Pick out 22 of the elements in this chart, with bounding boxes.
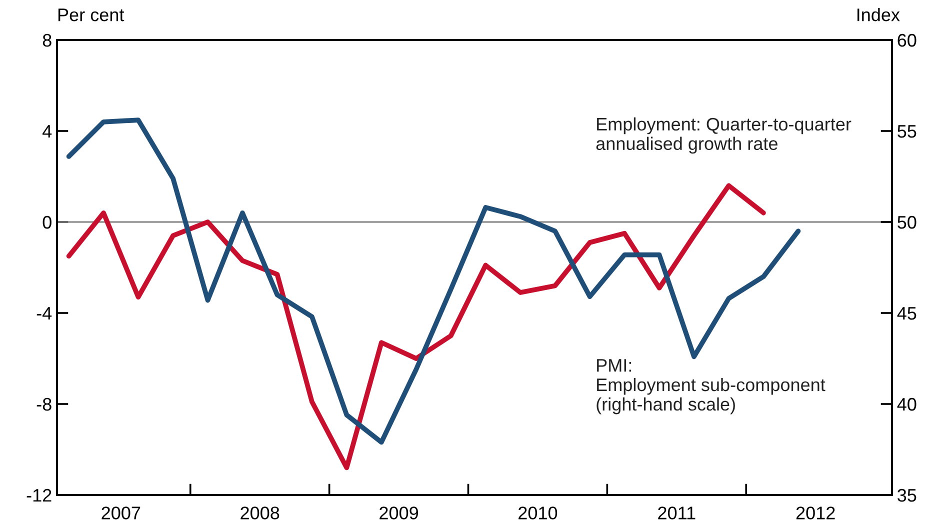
x-tick-label: 2007	[102, 506, 140, 520]
x-tick-label: 2009	[380, 506, 418, 520]
y-axis-title: Per cent	[58, 8, 124, 22]
y2-tick-label: 55	[898, 125, 916, 138]
y2-tick-label: 50	[898, 216, 916, 229]
y-tick-label: -8	[36, 398, 52, 411]
text: Employment: Quarter-to-quarter annualised growth rate	[596, 117, 852, 154]
y2-tick-label: 45	[897, 307, 916, 320]
y-tick-label: 4	[42, 125, 52, 138]
series-label: PMI: Employment sub-component (right-hand scale)	[596, 359, 826, 414]
x-tick-label: 2011	[658, 506, 696, 520]
x-tick-label: 2010	[518, 506, 558, 520]
y-tick-label: 0	[42, 216, 52, 229]
y-tick-label: 8	[42, 34, 52, 47]
y-tick-label: -4	[36, 307, 52, 320]
y-tick-label: -12	[26, 488, 52, 502]
y2-tick-label: 40	[897, 398, 916, 411]
x-tick-label: 2012	[796, 506, 835, 520]
y2-tick-label: 60	[898, 34, 916, 47]
x-tick-label: 2008	[240, 506, 280, 520]
y2-tick-label: 35	[898, 488, 916, 502]
y2-axis-title: Index	[858, 8, 900, 22]
